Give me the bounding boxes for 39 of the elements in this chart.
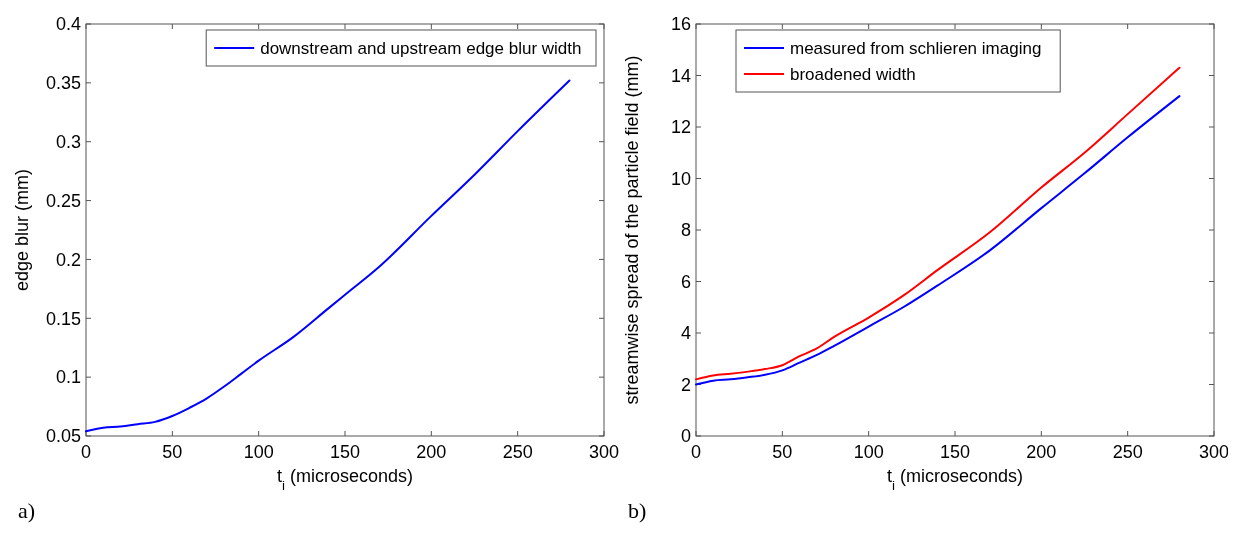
y-tick-label: 14 xyxy=(670,65,691,86)
y-tick-label: 0.4 xyxy=(55,14,81,35)
y-tick-label: 6 xyxy=(680,271,691,292)
y-tick-label: 0.2 xyxy=(55,249,81,270)
y-tick-label: 2 xyxy=(680,374,691,395)
y-tick-label: 0 xyxy=(680,426,691,447)
y-tick-label: 8 xyxy=(680,220,691,241)
legend-label: downstream and upstream edge blur width xyxy=(260,38,582,58)
x-tick-label: 150 xyxy=(939,442,971,462)
y-tick-label: 0.35 xyxy=(45,73,81,94)
x-tick-label: 300 xyxy=(1198,442,1230,462)
x-tick-label: 200 xyxy=(416,442,447,462)
y-axis-title: streamwise spread of the particle field (mm) xyxy=(622,55,642,405)
x-tick-label: 300 xyxy=(588,442,620,462)
x-tick-label: 150 xyxy=(329,442,361,462)
line-series xyxy=(85,79,571,433)
x-tick-label: 50 xyxy=(772,442,793,462)
text: b) xyxy=(628,498,647,523)
legend-label: broadened width xyxy=(790,64,916,84)
y-tick-label: 4 xyxy=(680,323,691,344)
x-tick-label: 100 xyxy=(853,442,884,462)
y-tick-label: 0.05 xyxy=(45,426,81,447)
x-axis-title: t$_{i}$ (microseconds) xyxy=(276,466,414,493)
x-axis-title: t$_{i}$ (microseconds) xyxy=(886,466,1024,493)
x-tick-label: 100 xyxy=(243,442,274,462)
text: a) xyxy=(18,498,36,523)
y-tick-label: 0.3 xyxy=(55,132,81,153)
x-tick-label: 250 xyxy=(1112,442,1143,462)
x-tick-label: 250 xyxy=(502,442,533,462)
y-tick-label: 16 xyxy=(670,14,691,35)
x-tick-label: 50 xyxy=(162,442,183,462)
y-tick-label: 0.25 xyxy=(45,190,81,211)
y-tick-label: 0.15 xyxy=(45,308,81,329)
x-tick-label: 200 xyxy=(1026,442,1057,462)
legend-label: measured from schlieren imaging xyxy=(790,38,1042,58)
y-tick-label: 10 xyxy=(670,168,691,189)
y-tick-label: 0.1 xyxy=(55,367,81,388)
y-axis-title: edge blur (mm) xyxy=(12,168,32,292)
y-tick-label: 12 xyxy=(670,117,691,138)
